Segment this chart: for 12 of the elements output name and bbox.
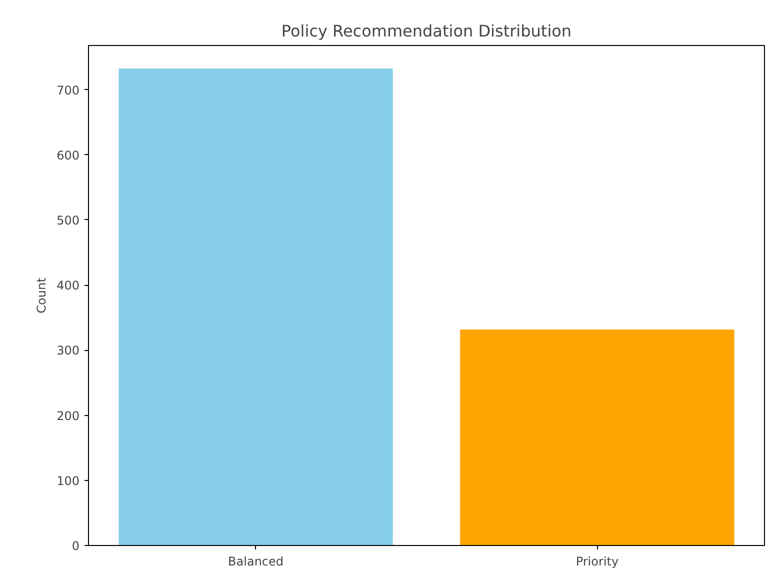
y-tick-label: 300	[56, 344, 80, 358]
y-tick-label: 400	[56, 278, 80, 293]
y-tick-label: 700	[56, 83, 80, 98]
x-tick-label: Priority	[576, 554, 619, 568]
y-axis-title: Count	[34, 277, 49, 314]
y-tick-label: 600	[56, 148, 80, 162]
y-tick-label: 100	[56, 474, 80, 488]
y-tick-label: 0	[72, 539, 80, 553]
chart-title: Policy Recommendation Distribution	[281, 22, 572, 40]
x-tick-label: Balanced	[228, 554, 284, 568]
y-tick-label: 200	[56, 408, 80, 423]
y-tick-label: 500	[56, 213, 80, 228]
